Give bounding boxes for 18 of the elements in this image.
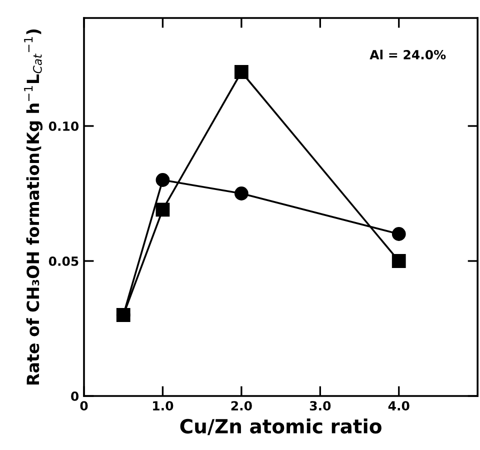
x-tick-label: 3.0 [310, 401, 331, 411]
point [392, 254, 406, 268]
point [156, 173, 170, 187]
y-tick-label: 0 [71, 391, 79, 401]
x-tick-label: 0 [80, 401, 88, 411]
point [392, 227, 406, 241]
point [234, 65, 248, 79]
y-axis-title: Rate of CH₃OH formation(Kg h$^{−1}$L$_{Cat}$$^{−1}$) [24, 29, 43, 385]
annotation: Al = 24.0% [370, 50, 446, 60]
y-tick-label: 0.05 [48, 256, 78, 266]
x-tick-label: 4.0 [388, 401, 410, 411]
point [234, 186, 248, 200]
x-tick-label: 2.0 [231, 401, 252, 411]
point [156, 202, 170, 217]
x-tick-label: 1.0 [153, 401, 174, 411]
x-axis-title: Cu/Zn atomic ratio [180, 418, 382, 436]
y-tick-label: 0.10 [48, 121, 79, 131]
point [116, 308, 130, 322]
